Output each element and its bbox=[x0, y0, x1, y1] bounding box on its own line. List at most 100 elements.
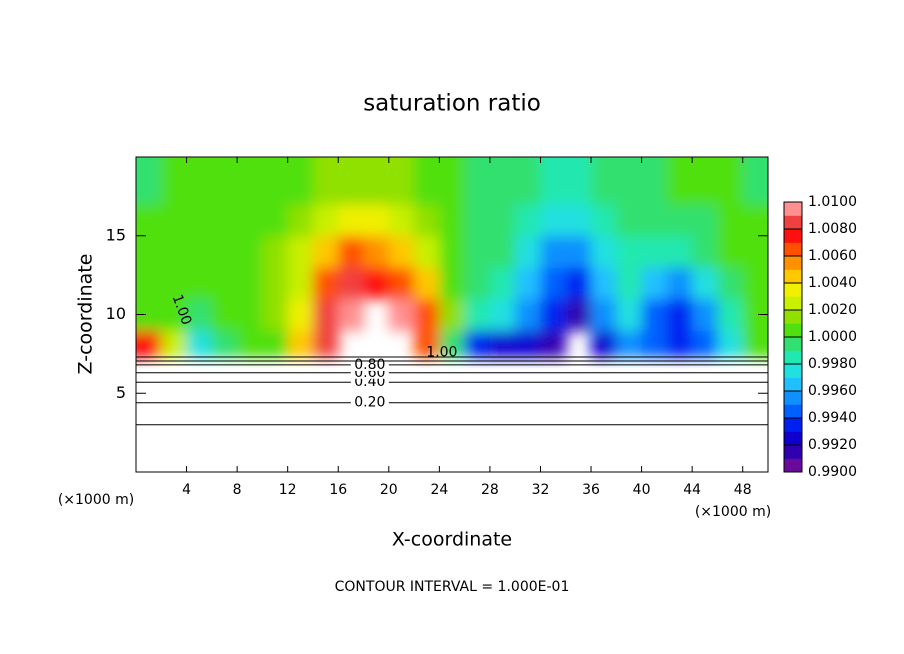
field-cell bbox=[591, 267, 617, 300]
field-cell bbox=[515, 298, 541, 331]
field-cell bbox=[287, 204, 314, 237]
field-cell bbox=[388, 298, 415, 331]
field-cell bbox=[742, 157, 768, 205]
field-cell bbox=[692, 157, 718, 205]
colorbar-swatch bbox=[784, 377, 802, 392]
colorbar-swatch bbox=[784, 364, 802, 378]
field-cell bbox=[641, 330, 668, 358]
colorbar-tick-label: 0.9900 bbox=[808, 464, 857, 480]
field-cell bbox=[363, 204, 390, 237]
field-cell bbox=[515, 267, 541, 300]
field-cell bbox=[312, 330, 339, 358]
field-cell bbox=[363, 267, 390, 300]
field-cell bbox=[338, 235, 365, 268]
field-cell bbox=[136, 235, 162, 268]
field-cell bbox=[312, 157, 339, 205]
field-cell bbox=[591, 235, 617, 268]
field-cell bbox=[186, 204, 213, 237]
x-tick-label: 44 bbox=[683, 482, 701, 498]
field-cell bbox=[237, 235, 263, 268]
x-tick-label: 40 bbox=[633, 482, 651, 498]
field-cell bbox=[742, 330, 768, 358]
field-cell bbox=[287, 157, 314, 205]
field-cell bbox=[717, 267, 744, 300]
field-cell bbox=[161, 298, 188, 331]
colorbar-tick-label: 1.0060 bbox=[808, 248, 857, 264]
x-tick-label: 32 bbox=[532, 482, 550, 498]
field-cell bbox=[717, 157, 744, 205]
y-axis-label: Z-coordinate bbox=[75, 254, 97, 375]
field-cell bbox=[666, 235, 693, 268]
field-cell bbox=[717, 330, 744, 358]
colorbar-swatch bbox=[784, 418, 802, 432]
field bbox=[136, 157, 768, 358]
field-cell bbox=[742, 235, 768, 268]
x-tick-label: 8 bbox=[233, 482, 242, 498]
field-cell bbox=[312, 267, 339, 300]
field-cell bbox=[439, 330, 466, 358]
field-cell bbox=[439, 267, 466, 300]
colorbar-swatch bbox=[784, 337, 802, 351]
field-cell bbox=[287, 330, 314, 358]
field-cell bbox=[489, 204, 516, 237]
field-cell bbox=[388, 204, 415, 237]
field-cell bbox=[666, 204, 693, 237]
field-cell bbox=[211, 330, 238, 358]
field-cell bbox=[186, 157, 213, 205]
field-cell bbox=[616, 157, 643, 205]
field-cell bbox=[565, 298, 592, 331]
field-cell bbox=[287, 235, 314, 268]
colorbar-swatch bbox=[784, 215, 802, 230]
field-cell bbox=[489, 235, 516, 268]
field-cell bbox=[237, 298, 263, 331]
colorbar-swatch bbox=[784, 350, 802, 365]
field-cell bbox=[616, 235, 643, 268]
x-tick-label: 20 bbox=[380, 482, 398, 498]
field-cell bbox=[742, 267, 768, 300]
field-cell bbox=[186, 330, 213, 358]
field-cell bbox=[262, 298, 289, 331]
field-cell bbox=[262, 267, 289, 300]
field-cell bbox=[717, 298, 744, 331]
x-tick-label: 16 bbox=[329, 482, 347, 498]
field-cell bbox=[464, 157, 491, 205]
field-cell bbox=[464, 235, 491, 268]
field-cell bbox=[237, 204, 263, 237]
colorbar-swatch bbox=[784, 323, 802, 338]
field-cell bbox=[692, 267, 718, 300]
field-cell bbox=[540, 235, 567, 268]
colorbar-swatch bbox=[784, 391, 802, 405]
field-cell bbox=[540, 298, 567, 331]
field-cell bbox=[666, 330, 693, 358]
field-cell bbox=[439, 298, 466, 331]
field-cell bbox=[717, 235, 744, 268]
field-cell bbox=[515, 157, 541, 205]
colorbar-tick-label: 1.0100 bbox=[808, 194, 857, 210]
field-cell bbox=[287, 298, 314, 331]
field-cell bbox=[338, 267, 365, 300]
colorbar-swatch bbox=[784, 404, 802, 419]
field-cell bbox=[692, 204, 718, 237]
field-cell bbox=[641, 235, 668, 268]
field-cell bbox=[489, 298, 516, 331]
field-cell bbox=[692, 235, 718, 268]
field-cell bbox=[616, 330, 643, 358]
field-cell bbox=[414, 298, 440, 331]
y-tick-label: 10 bbox=[106, 304, 126, 323]
x-axis-label: X-coordinate bbox=[392, 529, 512, 551]
colorbar-tick-label: 1.0020 bbox=[808, 302, 857, 318]
field-cell bbox=[591, 157, 617, 205]
field-cell bbox=[641, 298, 668, 331]
field-cell bbox=[515, 204, 541, 237]
field-cell bbox=[161, 204, 188, 237]
field-cell bbox=[312, 235, 339, 268]
field-cell bbox=[439, 204, 466, 237]
field-cell bbox=[489, 330, 516, 358]
field-cell bbox=[388, 267, 415, 300]
colorbar-tick-label: 1.0000 bbox=[808, 329, 857, 345]
field-cell bbox=[136, 330, 162, 358]
field-cell bbox=[211, 204, 238, 237]
x-unit-label: (×1000 m) bbox=[58, 492, 134, 508]
field-cell bbox=[262, 330, 289, 358]
field-cell bbox=[414, 267, 440, 300]
